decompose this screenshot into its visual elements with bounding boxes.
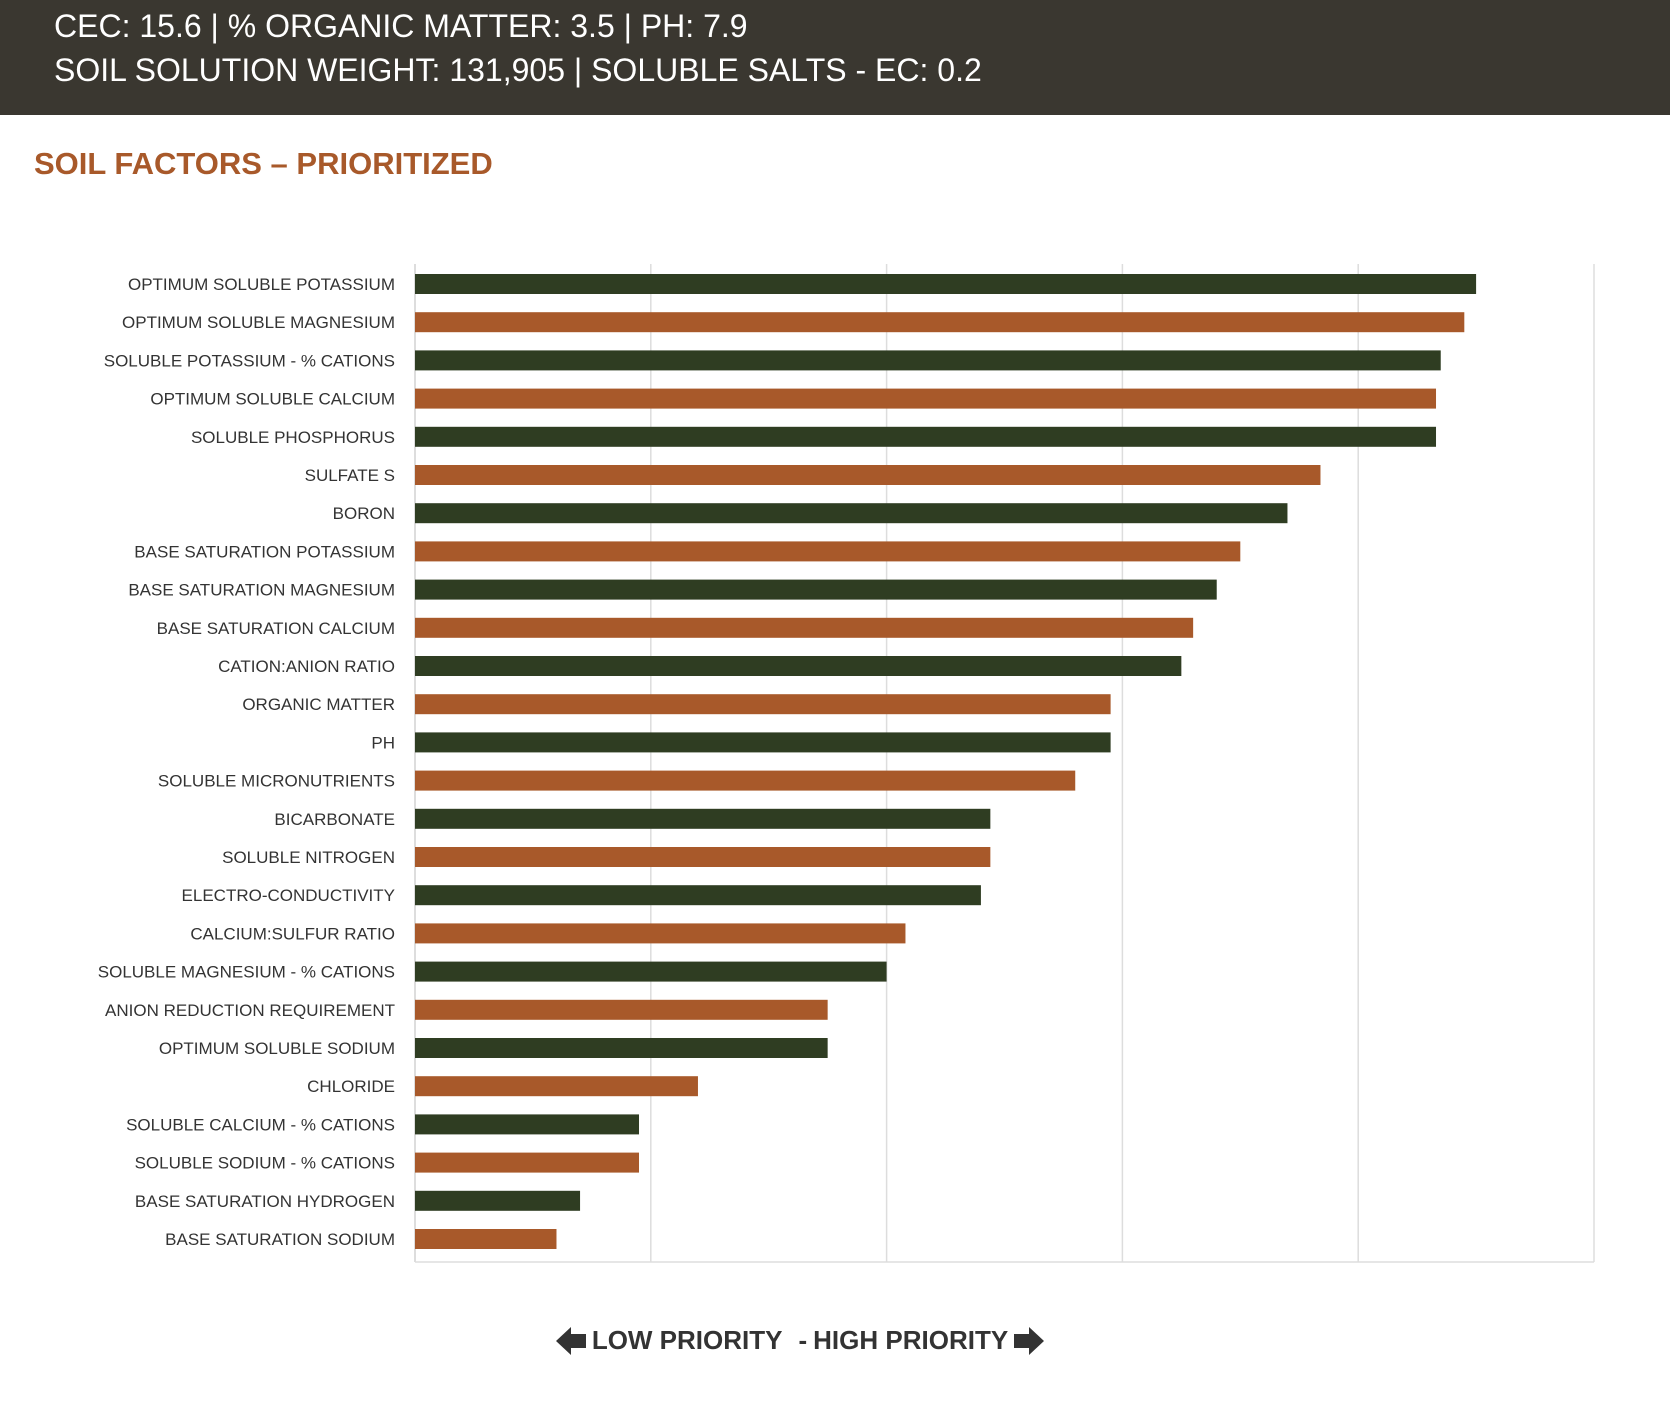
category-label: OPTIMUM SOLUBLE MAGNESIUM <box>122 313 395 332</box>
category-label: SOLUBLE NITROGEN <box>222 848 395 867</box>
category-label: SOLUBLE PHOSPHORUS <box>191 428 395 447</box>
bar <box>415 1152 640 1173</box>
bar <box>415 426 1437 447</box>
bar <box>415 923 906 944</box>
priority-separator: - <box>798 1325 808 1355</box>
bar <box>415 961 887 982</box>
category-label: ELECTRO-CONDUCTIVITY <box>182 886 395 905</box>
category-label: OPTIMUM SOLUBLE SODIUM <box>159 1039 395 1058</box>
bar <box>415 274 1477 294</box>
bar <box>415 1038 828 1058</box>
section-title: SOIL FACTORS – PRIORITIZED <box>34 146 493 181</box>
category-label: CHLORIDE <box>307 1077 395 1096</box>
category-label: OPTIMUM SOLUBLE POTASSIUM <box>128 275 395 294</box>
bar <box>415 579 1217 600</box>
soil-factors-bar-chart: OPTIMUM SOLUBLE POTASSIUM OPTIMUM SOLUBLE… <box>98 264 1595 1263</box>
arrow-right-icon <box>1014 1326 1045 1355</box>
bar <box>415 503 1288 524</box>
bar <box>415 350 1441 371</box>
bar <box>415 1076 698 1097</box>
bar <box>415 388 1437 409</box>
category-label: CATION:ANION RATIO <box>218 657 395 676</box>
category-label: SULFATE S <box>305 466 395 485</box>
bar <box>415 999 828 1020</box>
category-label: BASE SATURATION POTASSIUM <box>134 542 395 561</box>
bar <box>415 1190 581 1211</box>
bar <box>415 1114 640 1135</box>
high-priority-label: HIGH PRIORITY <box>813 1325 1009 1355</box>
low-priority-label: LOW PRIORITY <box>591 1325 783 1355</box>
category-label: SOLUBLE SODIUM - % CATIONS <box>135 1154 395 1173</box>
category-label: BICARBONATE <box>274 810 395 829</box>
bar <box>415 465 1321 485</box>
chart-category-labels: OPTIMUM SOLUBLE POTASSIUM OPTIMUM SOLUBLE… <box>98 275 395 1249</box>
bar <box>415 885 981 906</box>
category-label: BASE SATURATION CALCIUM <box>157 619 395 638</box>
summary-line-2: SOIL SOLUTION WEIGHT: 131,905 | SOLUBLE … <box>54 52 982 88</box>
category-label: BORON <box>333 504 395 523</box>
bar <box>415 808 991 829</box>
category-label: SOLUBLE MICRONUTRIENTS <box>158 772 395 791</box>
bar <box>415 732 1111 753</box>
category-label: SOLUBLE POTASSIUM - % CATIONS <box>104 351 395 370</box>
bar <box>415 541 1241 562</box>
bar <box>415 847 991 867</box>
category-label: CALCIUM:SULFUR RATIO <box>190 924 395 943</box>
chart-bars <box>415 274 1477 1249</box>
bar <box>415 1229 557 1249</box>
bar <box>415 656 1182 676</box>
category-label: ANION REDUCTION REQUIREMENT <box>105 1001 395 1020</box>
summary-header: CEC: 15.6 | % ORGANIC MATTER: 3.5 | PH: … <box>0 0 1670 115</box>
category-label: BASE SATURATION HYDROGEN <box>135 1192 395 1211</box>
category-label: OPTIMUM SOLUBLE CALCIUM <box>150 390 395 409</box>
chart-grid <box>414 264 1595 1263</box>
summary-line-1: CEC: 15.6 | % ORGANIC MATTER: 3.5 | PH: … <box>54 8 748 44</box>
category-label: ORGANIC MATTER <box>242 695 395 714</box>
category-label: BASE SATURATION MAGNESIUM <box>128 581 395 600</box>
category-label: SOLUBLE MAGNESIUM - % CATIONS <box>98 963 395 982</box>
arrow-left-icon <box>555 1326 586 1355</box>
bar <box>415 770 1076 791</box>
bar <box>415 312 1465 333</box>
category-label: SOLUBLE CALCIUM - % CATIONS <box>126 1115 395 1134</box>
bar <box>415 694 1111 715</box>
priority-legend: LOW PRIORITY - HIGH PRIORITY <box>0 1325 1670 1365</box>
category-label: PH <box>371 733 395 752</box>
bar <box>415 617 1194 638</box>
category-label: BASE SATURATION SODIUM <box>165 1230 395 1249</box>
